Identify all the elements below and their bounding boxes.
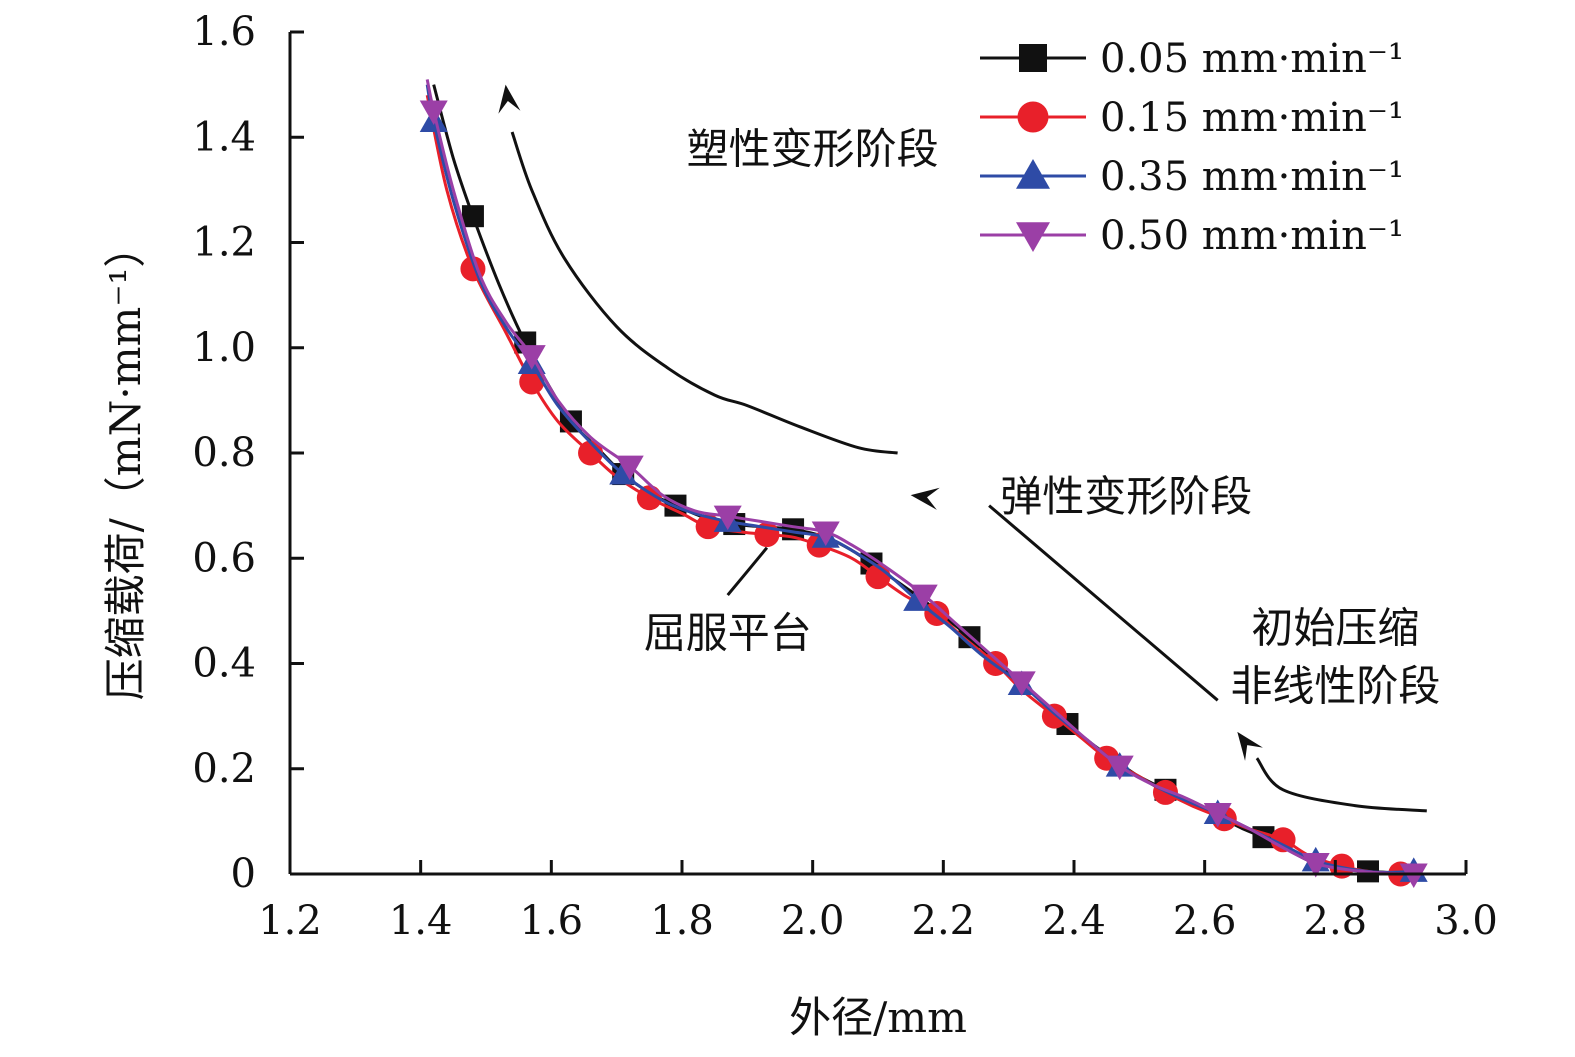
- annotation-arrow: [988, 504, 1219, 702]
- data-point: [713, 505, 742, 531]
- x-tick-label: 3.0: [1434, 898, 1498, 944]
- y-tick-label: 0.2: [192, 746, 256, 792]
- x-tick-label: 1.6: [520, 898, 584, 944]
- x-tick-label: 2.8: [1304, 898, 1368, 944]
- data-point: [419, 100, 448, 125]
- x-tick-label: 2.6: [1173, 898, 1237, 944]
- x-tick-label: 1.2: [258, 898, 322, 944]
- y-axis-title: 压缩载荷/（mN·mm⁻¹）: [101, 226, 150, 701]
- data-point: [811, 521, 840, 546]
- annotation-arrow: [510, 131, 898, 455]
- annotation-label: 塑性变形阶段: [687, 125, 939, 174]
- series-4: [419, 79, 1428, 888]
- annotation-label: 屈服平台: [644, 609, 812, 658]
- arrow-head: [1237, 731, 1263, 761]
- series-line: [432, 84, 1414, 876]
- y-tick-label: 0.8: [192, 430, 256, 476]
- y-tick-label: 1.2: [192, 220, 256, 266]
- legend-item: 0.35 mm·min⁻¹: [980, 154, 1404, 200]
- axes: 1.2 1.4 1.6 1.8 2.0 2.2 2.4 2.6 2.8 3.0 0 0.2 0.4 0.6…: [192, 9, 1497, 944]
- y-tick-label: 0.4: [192, 641, 256, 687]
- data-point: [909, 584, 938, 610]
- arrow-head: [910, 487, 940, 510]
- annotation-label: 弹性变形阶段: [1000, 472, 1252, 521]
- data-point: [615, 455, 644, 481]
- series-3: [419, 84, 1428, 882]
- legend-label: 0.50 mm·min⁻¹: [1100, 213, 1404, 259]
- series-line: [425, 84, 1414, 875]
- annotation-arrow: [1255, 757, 1427, 813]
- data-point: [461, 205, 484, 228]
- legend: 0.05 mm·min⁻¹ 0.15 mm·min⁻¹ 0.35 mm·min⁻¹ 0…: [980, 36, 1404, 259]
- data-point: [1301, 852, 1330, 878]
- data-point: [517, 345, 546, 370]
- data-point: [1270, 827, 1296, 853]
- y-tick-label: 0: [231, 851, 256, 897]
- data-point: [578, 440, 604, 466]
- y-tick-label: 1.0: [192, 325, 256, 371]
- legend-item: 0.15 mm·min⁻¹: [980, 95, 1404, 141]
- legend-item: 0.50 mm·min⁻¹: [980, 213, 1404, 259]
- annotation-label: 非线性阶段: [1230, 661, 1440, 710]
- legend-label: 0.15 mm·min⁻¹: [1100, 95, 1404, 141]
- legend-marker: [1016, 222, 1050, 252]
- data-point: [1105, 755, 1134, 781]
- x-tick-label: 1.8: [650, 898, 714, 944]
- series-group: [419, 79, 1428, 888]
- y-tick-label: 1.4: [192, 114, 256, 160]
- data-point: [1203, 802, 1232, 828]
- x-tick-label: 1.4: [389, 898, 453, 944]
- data-point: [1007, 671, 1036, 696]
- legend-marker: [1017, 101, 1049, 133]
- data-point: [1399, 863, 1428, 888]
- legend-item: 0.05 mm·min⁻¹: [980, 36, 1404, 82]
- legend-label: 0.35 mm·min⁻¹: [1100, 154, 1404, 200]
- y-tick-label: 0.6: [192, 535, 256, 581]
- annotation-arrows: [498, 84, 1427, 813]
- series-1: [432, 84, 1414, 883]
- x-axis-title: 外径/mm: [789, 993, 967, 1042]
- x-tick-label: 2.2: [912, 898, 976, 944]
- x-tick-label: 2.0: [781, 898, 845, 944]
- annotation-arrow: [726, 546, 769, 597]
- legend-label: 0.05 mm·min⁻¹: [1100, 36, 1404, 82]
- y-tick-label: 1.6: [192, 9, 256, 55]
- annotation-label: 初始压缩: [1251, 603, 1419, 652]
- data-point: [695, 514, 721, 540]
- legend-marker: [1019, 44, 1047, 72]
- arrow-head: [498, 84, 521, 114]
- x-tick-label: 2.4: [1042, 898, 1106, 944]
- legend-marker: [1016, 159, 1050, 189]
